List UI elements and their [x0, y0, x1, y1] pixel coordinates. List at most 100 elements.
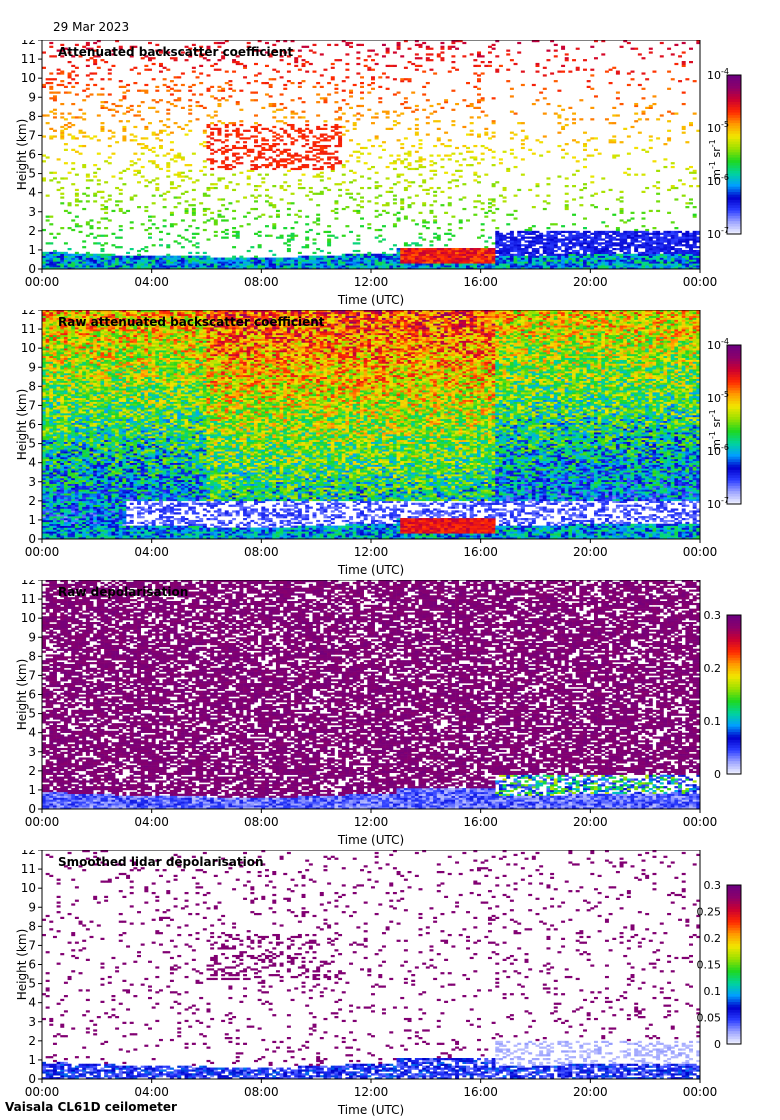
colorbar-segment [727, 106, 741, 110]
colorbar-segment [727, 162, 741, 166]
colorbar-segment [727, 173, 741, 177]
colorbar-segment [727, 114, 741, 118]
colorbar-segment [727, 742, 741, 746]
colorbar-segment [727, 109, 741, 113]
colorbar-segment [727, 437, 741, 441]
colorbar-tick-label: 10-6 [707, 173, 729, 188]
colorbar-segment [727, 400, 741, 404]
colorbar-segment [727, 96, 741, 100]
colorbar-segment [727, 461, 741, 465]
panel-title: Attenuated backscatter coefficient [58, 45, 293, 59]
x-tick-label: 00:00 [25, 275, 60, 289]
colorbar-segment [727, 101, 741, 105]
colorbar-segment [727, 427, 741, 431]
y-tick-label: 1 [28, 783, 36, 797]
colorbar-segment [727, 170, 741, 174]
colorbar-segment [727, 392, 741, 396]
colorbar-segment [727, 903, 741, 907]
colorbar-segment [727, 961, 741, 965]
heatmap-cells [42, 580, 701, 810]
colorbar-segment [727, 683, 741, 687]
y-tick-label: 6 [28, 958, 36, 972]
colorbar-tick-label: 0.05 [697, 1012, 722, 1025]
colorbar-segment [727, 1004, 741, 1008]
colorbar-segment [727, 157, 741, 161]
colorbar-segment [727, 662, 741, 666]
x-tick-label: 00:00 [25, 545, 60, 559]
panel-4: 0 1 2 3 4 5 6 7 8 9 10 11 12 00:00 04:00 08:00 12:00 16:0… [0, 850, 780, 1120]
colorbar-segment [727, 975, 741, 979]
colorbar-tick-label: 10-4 [707, 67, 729, 82]
colorbar-segment [727, 916, 741, 920]
colorbar-segment [727, 366, 741, 370]
colorbar-segment [727, 453, 741, 457]
y-tick-label: 0 [28, 1072, 36, 1086]
x-tick-label: 08:00 [244, 815, 279, 829]
colorbar-segment [727, 620, 741, 624]
colorbar-segment [727, 498, 741, 502]
colorbar-segment [727, 1036, 741, 1040]
colorbar-segment [727, 432, 741, 436]
colorbar-segment [727, 1020, 741, 1024]
colorbar-tick-label: 0.2 [704, 932, 722, 945]
x-tick-label: 20:00 [573, 545, 608, 559]
y-tick-label: 6 [28, 148, 36, 162]
colorbar-tick-label: 0.25 [697, 906, 722, 919]
x-tick-label: 04:00 [134, 815, 169, 829]
y-tick-label: 9 [28, 90, 36, 104]
colorbar-segment [727, 501, 741, 505]
colorbar-segment [727, 710, 741, 714]
colorbar-segment [727, 646, 741, 650]
x-tick-label: 08:00 [244, 545, 279, 559]
colorbar-segment [727, 689, 741, 693]
colorbar-segment [727, 355, 741, 359]
y-tick-label: 7 [28, 938, 36, 952]
colorbar-segment [727, 376, 741, 380]
colorbar-segment [727, 638, 741, 642]
colorbar-segment [727, 223, 741, 227]
colorbar-segment [727, 128, 741, 132]
x-tick-label: 20:00 [573, 1085, 608, 1099]
colorbar-segment [727, 395, 741, 399]
x-tick-label: 20:00 [573, 815, 608, 829]
x-axis-label: Time (UTC) [337, 293, 404, 307]
x-tick-label: 04:00 [134, 545, 169, 559]
colorbar-tick-label: 0.3 [704, 879, 722, 892]
colorbar-segment [727, 408, 741, 412]
y-tick-label: 0 [28, 262, 36, 276]
colorbar-segment [727, 622, 741, 626]
colorbar-segment [727, 993, 741, 997]
colorbar-segment [727, 104, 741, 108]
y-tick-label: 12 [21, 40, 36, 47]
colorbar-segment [727, 948, 741, 952]
colorbar-segment [727, 210, 741, 214]
colorbar-segment [727, 112, 741, 116]
colorbar-segment [727, 146, 741, 150]
colorbar-segment [727, 1017, 741, 1021]
colorbar-segment [727, 628, 741, 632]
colorbar-segment [727, 191, 741, 195]
colorbar-segment [727, 382, 741, 386]
x-tick-label: 04:00 [134, 275, 169, 289]
x-tick-label: 20:00 [573, 275, 608, 289]
colorbar-segment [727, 728, 741, 732]
colorbar-segment [727, 977, 741, 981]
colorbar-segment [727, 85, 741, 89]
y-tick-label: 5 [28, 707, 36, 721]
colorbar-segment [727, 726, 741, 730]
colorbar-segment [727, 914, 741, 918]
colorbar-segment [727, 892, 741, 896]
colorbar-tick-label: 10-4 [707, 337, 729, 352]
y-tick-label: 11 [21, 52, 36, 66]
colorbar-segment [727, 731, 741, 735]
y-tick-label: 4 [28, 456, 36, 470]
colorbar-segment [727, 636, 741, 640]
y-tick-label: 12 [21, 310, 36, 317]
colorbar-segment [727, 697, 741, 701]
colorbar-segment [727, 143, 741, 147]
colorbar-segment [727, 922, 741, 926]
colorbar-segment [727, 215, 741, 219]
colorbar-segment [727, 440, 741, 444]
y-axis-label: Height (km) [15, 659, 29, 730]
